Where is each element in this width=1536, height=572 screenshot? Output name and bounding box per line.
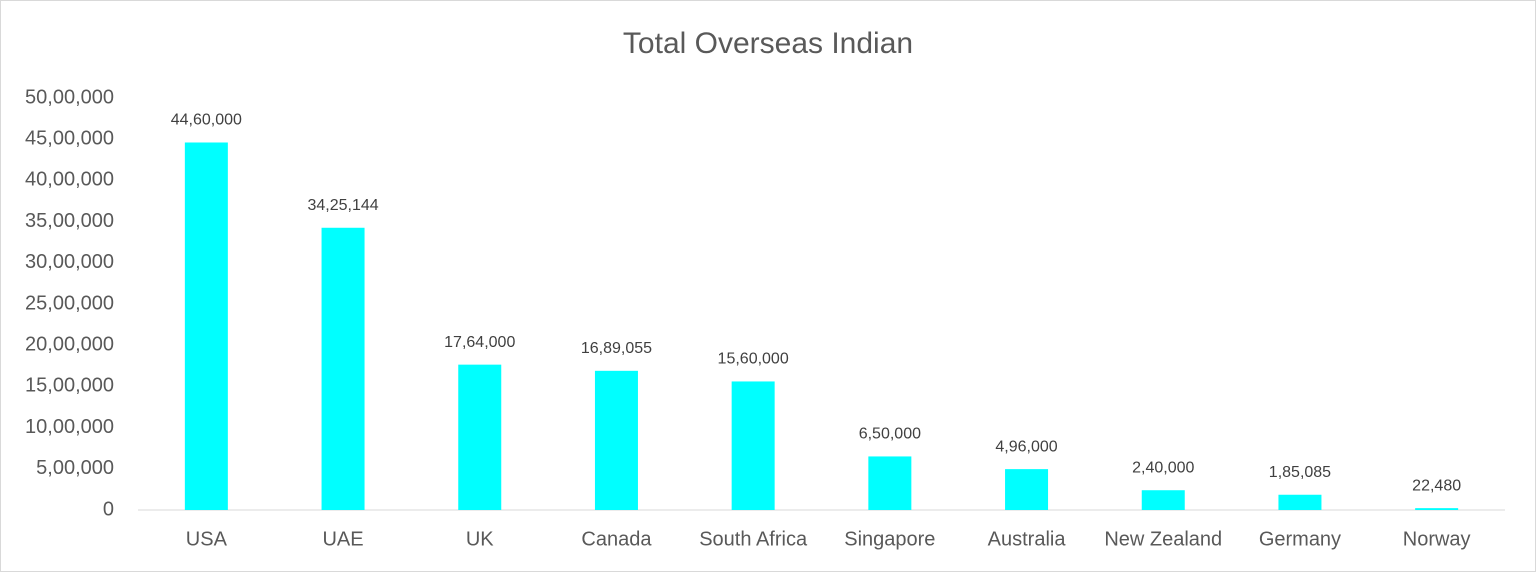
data-label: 15,60,000	[718, 351, 789, 368]
y-tick-label: 30,00,000	[25, 251, 114, 273]
data-label: 34,25,144	[307, 197, 378, 214]
x-tick-label: New Zealand	[1104, 528, 1222, 550]
y-tick-label: 0	[103, 498, 114, 520]
data-label: 4,96,000	[995, 438, 1057, 455]
chart-title: Total Overseas Indian	[623, 27, 913, 60]
y-tick-label: 20,00,000	[25, 333, 114, 355]
bar	[184, 142, 228, 510]
x-tick-label: Australia	[988, 528, 1067, 550]
y-tick-label: 35,00,000	[25, 210, 114, 232]
x-tick-label: South Africa	[699, 528, 808, 550]
x-tick-label: Norway	[1403, 528, 1471, 550]
bar	[1141, 490, 1185, 510]
data-label: 17,64,000	[444, 334, 515, 351]
data-label: 6,50,000	[859, 426, 921, 443]
bar	[458, 364, 502, 510]
bar	[1415, 508, 1459, 510]
bar	[321, 227, 365, 510]
x-tick-label: Germany	[1259, 528, 1341, 550]
y-tick-label: 5,00,000	[36, 457, 114, 479]
y-tick-label: 25,00,000	[25, 292, 114, 314]
data-label: 1,85,085	[1269, 464, 1331, 481]
y-tick-label: 40,00,000	[25, 169, 114, 191]
bar	[1278, 494, 1322, 510]
bar	[731, 381, 775, 510]
x-tick-label: USA	[186, 528, 228, 550]
bar	[1005, 469, 1049, 510]
data-label: 22,480	[1412, 477, 1461, 494]
data-label: 16,89,055	[581, 340, 652, 357]
x-tick-label: UAE	[322, 528, 363, 550]
y-tick-label: 10,00,000	[25, 416, 114, 438]
x-tick-label: Canada	[581, 528, 652, 550]
y-tick-label: 15,00,000	[25, 375, 114, 397]
y-tick-label: 50,00,000	[25, 86, 114, 108]
bar	[868, 456, 912, 510]
x-tick-label: Singapore	[844, 528, 935, 550]
y-tick-label: 45,00,000	[25, 127, 114, 149]
data-label: 44,60,000	[171, 112, 242, 129]
bar	[594, 370, 638, 510]
data-label: 2,40,000	[1132, 459, 1194, 476]
x-tick-label: UK	[466, 528, 494, 550]
